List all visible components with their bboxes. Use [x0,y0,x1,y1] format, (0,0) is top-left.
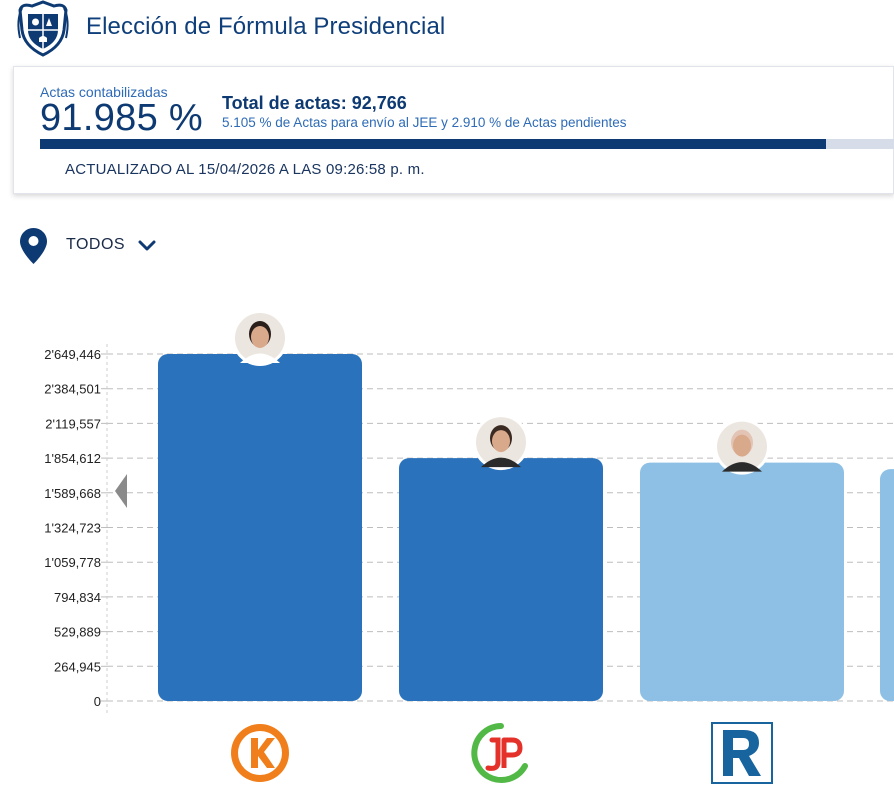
location-pin-icon [20,228,47,264]
results-bar-chart: 0 264,945 529,889 794,834 1'059,778 1'324,723… [0,290,894,795]
y-tick-label: 1'854,612 [44,451,101,466]
actas-detail: 5.105 % de Actas para envío al JEE y 2.9… [222,115,627,130]
y-tick-label: 529,889 [54,625,101,640]
bar-4-partial [880,469,894,701]
caret-left-icon [115,474,127,508]
chart-canvas: 0 264,945 529,889 794,834 1'059,778 1'324,723… [44,310,894,713]
filter-label: TODOS [66,236,126,253]
chevron-down-icon[interactable] [137,236,157,256]
summary-card: Actas contabilizadas 91.985 % Total de a… [13,66,894,194]
y-tick-label: 0 [94,694,101,709]
candidate-shoulders [240,353,280,363]
y-tick-label: 1'324,723 [44,521,101,536]
candidate-face [492,430,510,453]
page-title: Elección de Fórmula Presidencial [86,13,446,40]
progress-fill [40,139,827,149]
updated-timestamp: ACTUALIZADO AL 15/04/2026 A LAS 09:26:58… [65,161,425,178]
bar-3 [640,462,844,701]
total-actas: Total de actas: 92,766 [222,93,407,113]
juntos-por-el-peru-logo-icon[interactable] [470,722,532,784]
y-tick-label: 794,834 [54,590,101,605]
candidate-face [251,326,269,348]
renovacion-popular-logo-icon[interactable] [711,722,773,784]
y-tick-label: 1'589,668 [44,486,101,501]
fuerza-popular-logo-icon[interactable] [229,722,291,784]
region-filter-dropdown[interactable]: TODOS [20,228,170,264]
y-tick-label: 1'059,778 [44,555,101,570]
candidate-shoulders [481,457,521,468]
bar-1 [158,354,362,701]
actas-label: Actas contabilizadas [40,84,168,100]
bar-2 [399,458,603,701]
actas-percent: 91.985 % [40,97,203,139]
y-tick-label: 2'384,501 [44,382,101,397]
y-tick-label: 2'649,446 [44,347,101,362]
y-tick-label: 2'119,557 [45,416,101,431]
candidate-shoulders [722,462,762,472]
y-tick-label: 264,945 [54,659,101,674]
page-header: Elección de Fórmula Presidencial [0,0,894,60]
peru-coat-of-arms-icon [17,0,69,57]
candidate-face [733,434,751,457]
progress-bar [40,139,894,149]
